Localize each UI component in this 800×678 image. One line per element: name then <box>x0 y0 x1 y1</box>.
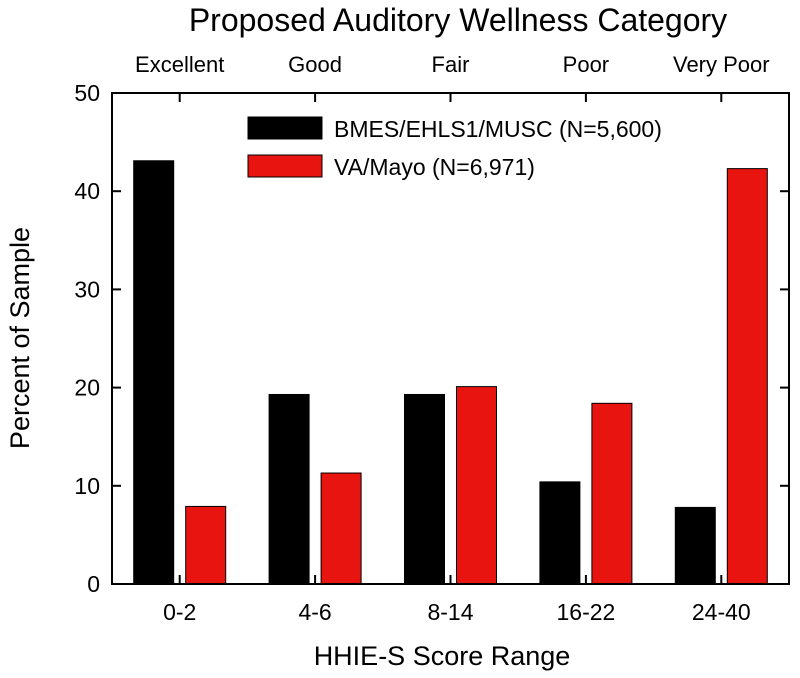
top-category-label: Fair <box>432 52 470 77</box>
bar-series-2 <box>456 386 497 585</box>
bar-series-1 <box>674 506 716 585</box>
y-tick-label: 0 <box>87 571 100 597</box>
legend-label: VA/Mayo (N=6,971) <box>334 154 535 180</box>
y-tick-label: 10 <box>74 473 100 499</box>
legend-swatch <box>247 154 323 178</box>
x-tick-label: 8-14 <box>427 599 473 625</box>
top-category-label: Very Poor <box>673 52 770 77</box>
top-category-label: Poor <box>563 52 609 77</box>
bar-series-2 <box>591 402 633 585</box>
legend-label: BMES/EHLS1/MUSC (N=5,600) <box>334 116 662 142</box>
y-tick-label: 50 <box>74 80 100 106</box>
chart-title: Proposed Auditory Wellness Category <box>189 2 727 38</box>
legend: BMES/EHLS1/MUSC (N=5,600) VA/Mayo (N=6,97… <box>247 116 662 180</box>
y-tick-label: 30 <box>74 276 100 302</box>
y-tick-label: 20 <box>74 375 100 401</box>
x-tick-label: 24-40 <box>692 599 751 625</box>
bar-series-1 <box>268 393 310 585</box>
legend-swatch <box>247 116 323 140</box>
bar-series-1 <box>404 393 445 585</box>
bar-series-1 <box>539 481 581 585</box>
bar-series-2 <box>185 505 227 585</box>
bar-series-2 <box>726 168 768 585</box>
x-tick-label: 16-22 <box>556 599 615 625</box>
bar-series-1 <box>133 160 175 585</box>
y-tick-label: 40 <box>74 178 100 204</box>
y-axis-label: Percent of Sample <box>5 227 35 449</box>
bar-series-2 <box>320 472 362 585</box>
x-tick-label: 0-2 <box>163 599 196 625</box>
x-axis-label: HHIE-S Score Range <box>314 641 571 671</box>
top-category-label: Good <box>288 52 342 77</box>
x-tick-label: 4-6 <box>298 599 331 625</box>
top-category-label: Excellent <box>135 52 224 77</box>
